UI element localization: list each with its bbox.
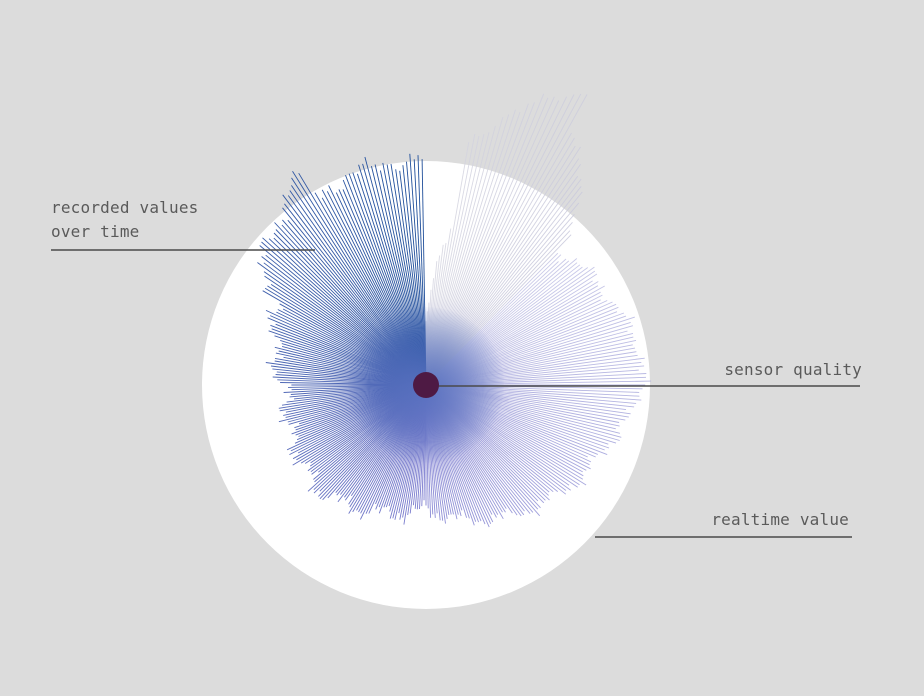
recorded-values-line1: recorded values xyxy=(51,198,199,217)
recorded-values-line2: over time xyxy=(51,222,140,241)
sensor-quality-label: sensor quality xyxy=(724,360,862,379)
recorded-values-label: recorded values over time xyxy=(51,196,199,244)
sensor-quality-dot xyxy=(413,372,439,398)
realtime-value-label: realtime value xyxy=(711,510,849,529)
